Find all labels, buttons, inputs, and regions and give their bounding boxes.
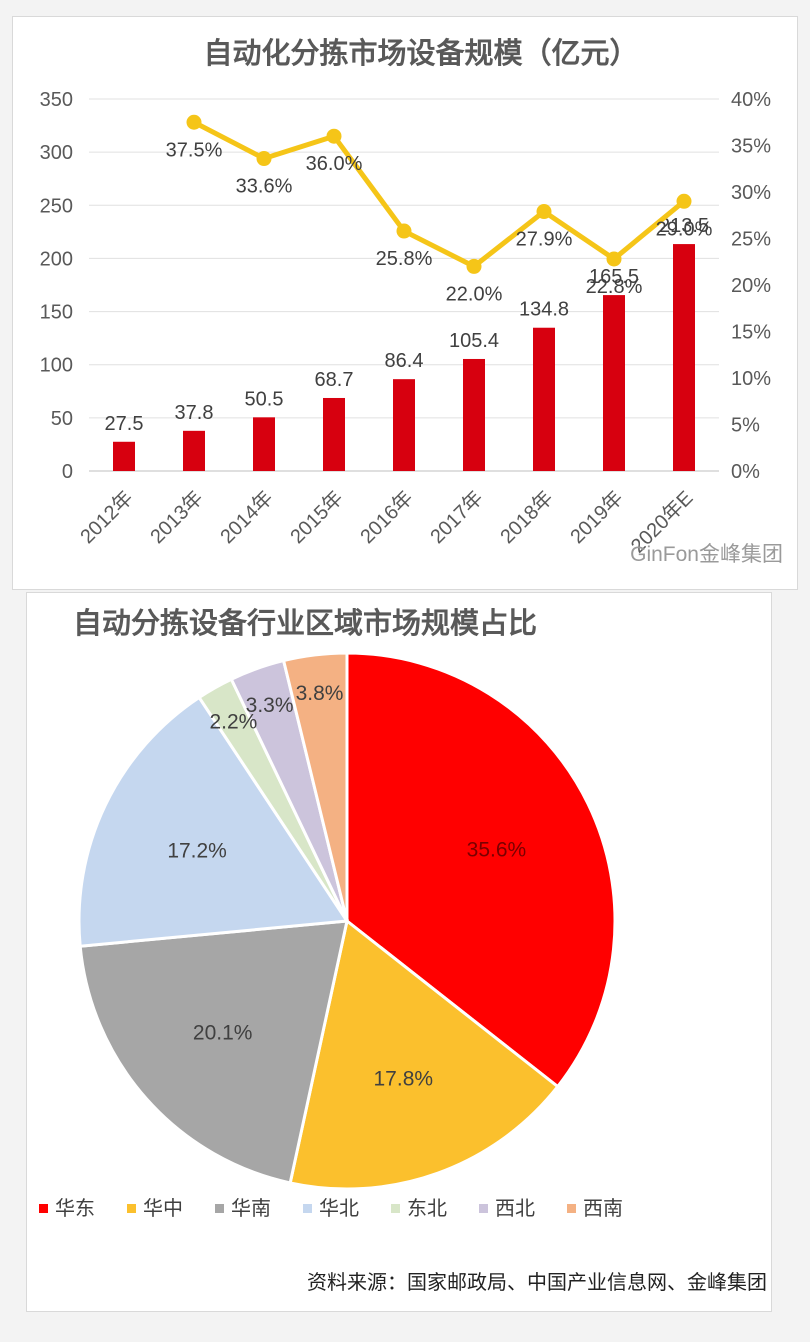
- bar-line-chart: 自动化分拣市场设备规模（亿元） 0 50 100 150 200 250 300 350 0%…: [40, 36, 783, 566]
- legend-swatch: [479, 1204, 488, 1213]
- growth-line: [192, 120, 686, 269]
- pie-value-label: 2.2%: [209, 710, 257, 733]
- legend-swatch: [39, 1204, 48, 1213]
- pie-slice: [281, 651, 349, 922]
- bar: [323, 397, 345, 471]
- bar: [253, 417, 275, 471]
- bar-value-label: 37.8: [175, 402, 214, 424]
- pie-slice: [345, 651, 617, 1089]
- growth-value-label: 36.0%: [306, 153, 363, 175]
- y2-tick-label: 20%: [731, 275, 771, 297]
- y2-tick-label: 25%: [731, 229, 771, 251]
- pie-value-label: 35.6%: [467, 838, 527, 861]
- bar: [463, 358, 485, 471]
- x-tick-label: 2016年: [356, 486, 418, 548]
- pie-value-label: 20.1%: [193, 1021, 253, 1044]
- growth-point: [256, 151, 272, 167]
- bar-value-label: 105.4: [449, 330, 499, 352]
- growth-point: [326, 128, 342, 144]
- legend-label: 西北: [495, 1197, 535, 1220]
- growth-value-label: 25.8%: [376, 248, 433, 270]
- growth-point: [606, 251, 622, 267]
- legend-swatch: [567, 1204, 576, 1213]
- legend-label: 东北: [407, 1197, 447, 1220]
- bar: [113, 441, 135, 471]
- bar-value-label: 68.7: [315, 369, 354, 391]
- legend-label: 华中: [143, 1197, 183, 1220]
- x-tick-label: 2013年: [146, 486, 208, 548]
- y-tick-label: 150: [40, 302, 73, 324]
- y2-tick-label: 30%: [731, 182, 771, 204]
- growth-value-label: 33.6%: [236, 176, 293, 198]
- y2-tick-label: 15%: [731, 322, 771, 344]
- bar-value-label: 50.5: [245, 388, 284, 410]
- y2-tick-label: 0%: [731, 461, 760, 483]
- pie-slice: [288, 918, 560, 1191]
- growth-point: [466, 258, 482, 274]
- pie-slice: [77, 695, 350, 948]
- source-note: 资料来源：国家邮政局、中国产业信息网、金峰集团: [307, 1271, 767, 1294]
- x-tick-label: 2019年: [566, 486, 628, 548]
- growth-value-label: 37.5%: [166, 139, 223, 161]
- legend-label: 华南: [231, 1197, 271, 1220]
- y2-tick-label: 5%: [731, 415, 760, 437]
- watermark: GinFon金峰集团: [630, 543, 783, 566]
- pie-chart: 自动分拣设备行业区域市场规模占比 35.6% 17.8% 20.1% 17.2% 2.2…: [39, 606, 767, 1294]
- bar-value-label: 27.5: [105, 413, 144, 435]
- growth-point: [536, 204, 552, 220]
- growth-point: [676, 193, 692, 209]
- bar-chart-title: 自动化分拣市场设备规模（亿元）: [203, 36, 638, 70]
- legend-swatch: [215, 1204, 224, 1213]
- pie-chart-panel: 自动分拣设备行业区域市场规模占比 35.6% 17.8% 20.1% 17.2% 2.2…: [26, 592, 772, 1312]
- x-tick-label: 2014年: [216, 486, 278, 548]
- bar-chart-panel: 自动化分拣市场设备规模（亿元） 0 50 100 150 200 250 300 350 0%…: [12, 16, 798, 590]
- legend-swatch: [127, 1204, 136, 1213]
- growth-value-label: 29.0%: [656, 218, 713, 240]
- growth-value-label: 22.8%: [586, 276, 643, 298]
- y-tick-label: 0: [62, 461, 73, 483]
- legend-label: 西南: [583, 1197, 623, 1220]
- legend-label: 华北: [319, 1197, 359, 1220]
- bar: [393, 379, 415, 471]
- y-tick-label: 350: [40, 89, 73, 111]
- y2-tick-label: 10%: [731, 368, 771, 390]
- pie-value-label: 3.3%: [246, 694, 294, 717]
- growth-value-label: 27.9%: [516, 229, 573, 251]
- y2-tick-label: 40%: [731, 89, 771, 111]
- bar-value-label: 134.8: [519, 299, 569, 321]
- x-tick-label: 2012年: [76, 486, 138, 548]
- y-tick-label: 50: [51, 408, 73, 430]
- y-tick-label: 100: [40, 355, 73, 377]
- pie-value-label: 17.2%: [167, 839, 227, 862]
- legend-label: 华东: [55, 1197, 95, 1220]
- bar: [183, 430, 205, 471]
- y-tick-label: 300: [40, 142, 73, 164]
- y-tick-label: 250: [40, 195, 73, 217]
- bar-value-label: 86.4: [385, 350, 424, 372]
- bar-value-label: 213.5: [659, 215, 709, 237]
- growth-point: [396, 223, 412, 239]
- bar: [533, 327, 555, 471]
- legend-swatch: [303, 1204, 312, 1213]
- growth-value-label: 22.0%: [446, 283, 503, 305]
- bar: [673, 244, 695, 471]
- legend-swatch: [391, 1204, 400, 1213]
- pie-value-label: 17.8%: [374, 1067, 434, 1090]
- x-tick-label: 2017年: [426, 486, 488, 548]
- bar-value-label: 165.5: [589, 266, 639, 288]
- y-tick-label: 200: [40, 248, 73, 270]
- x-tick-label: 2018年: [496, 486, 558, 548]
- pie-slice: [78, 919, 349, 1185]
- pie-chart-title: 自动分拣设备行业区域市场规模占比: [73, 606, 537, 640]
- pie-value-label: 3.8%: [296, 682, 344, 705]
- growth-point: [186, 114, 202, 130]
- bar: [603, 295, 625, 471]
- y2-tick-label: 35%: [731, 136, 771, 158]
- x-tick-label: 2015年: [286, 486, 348, 548]
